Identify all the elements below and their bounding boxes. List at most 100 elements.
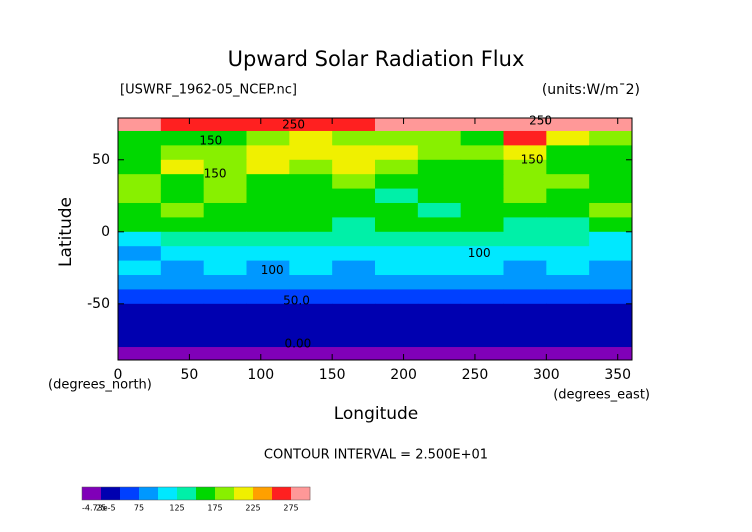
field-cell xyxy=(589,303,633,319)
field-cell xyxy=(546,275,590,290)
field-cell xyxy=(160,217,205,233)
field-cell xyxy=(332,202,376,218)
field-cell xyxy=(289,159,333,175)
field-cell xyxy=(246,275,290,290)
field-cell xyxy=(375,260,419,276)
field-cell xyxy=(503,332,547,348)
field-cell xyxy=(417,145,462,161)
field-cell xyxy=(460,332,504,348)
field-cell xyxy=(332,145,376,161)
field-cell xyxy=(460,246,504,262)
field-cell xyxy=(460,318,504,334)
field-cell xyxy=(246,174,290,190)
field-cell xyxy=(546,188,590,204)
field-cell xyxy=(203,246,247,262)
field-cell xyxy=(375,145,419,161)
field-cell xyxy=(203,260,247,276)
colorbar-swatch xyxy=(158,487,178,500)
field-cell xyxy=(503,202,547,218)
field-cell xyxy=(332,303,376,319)
field-cell xyxy=(417,246,462,262)
field-cell xyxy=(417,130,462,146)
field-cell xyxy=(246,188,290,204)
field-cell xyxy=(118,174,162,190)
field-cell xyxy=(246,130,290,146)
field-cell xyxy=(503,289,547,305)
field-cell xyxy=(246,217,290,233)
field-cell xyxy=(332,118,376,132)
field-cell xyxy=(203,118,247,132)
field-cell xyxy=(332,347,376,361)
field-cell xyxy=(289,145,333,161)
field-cell xyxy=(589,347,633,361)
field-cell xyxy=(503,303,547,319)
field-cell xyxy=(246,118,290,132)
field-cell xyxy=(332,188,376,204)
field-cell xyxy=(546,202,590,218)
field-cell xyxy=(160,118,205,132)
field-cell xyxy=(332,318,376,334)
field-cell xyxy=(289,130,333,146)
field-cell xyxy=(203,202,247,218)
field-cell xyxy=(417,303,462,319)
field-cell xyxy=(289,174,333,190)
x-unit-label: (degrees_east) xyxy=(553,388,650,403)
field-cell xyxy=(546,318,590,334)
x-tick-label: 200 xyxy=(390,367,417,383)
field-cell xyxy=(203,347,247,361)
field-cell xyxy=(503,318,547,334)
field-cell xyxy=(246,260,290,276)
field-cell xyxy=(546,246,590,262)
field-cell xyxy=(160,303,205,319)
field-cell xyxy=(417,347,462,361)
field-cell xyxy=(332,332,376,348)
field-cell xyxy=(160,145,205,161)
field-cell xyxy=(289,246,333,262)
field-cell xyxy=(460,275,504,290)
field-cell xyxy=(118,217,162,233)
field-cell xyxy=(118,347,162,361)
field-cell xyxy=(246,202,290,218)
field-cell xyxy=(289,318,333,334)
field-cell xyxy=(589,318,633,334)
field-cell xyxy=(546,231,590,247)
x-axis-label: Longitude xyxy=(334,404,419,424)
field-cell xyxy=(503,130,547,146)
field-cell xyxy=(375,332,419,348)
field-cell xyxy=(118,118,162,132)
field-cell xyxy=(503,275,547,290)
field-cell xyxy=(375,202,419,218)
colorbar-swatch xyxy=(196,487,216,500)
colorbar-label: 225 xyxy=(245,504,260,513)
chart-title: Upward Solar Radiation Flux xyxy=(228,47,525,71)
field-cell xyxy=(417,260,462,276)
field-cell xyxy=(160,130,205,146)
field-cell xyxy=(118,275,162,290)
colorbar-swatch xyxy=(82,487,102,500)
colorbar-swatch xyxy=(234,487,254,500)
field-cell xyxy=(160,159,205,175)
contour-label: 0.00 xyxy=(285,337,312,351)
field-cell xyxy=(246,347,290,361)
field-cell xyxy=(589,118,633,132)
field-cell xyxy=(417,188,462,204)
field-cell xyxy=(160,260,205,276)
field-cell xyxy=(375,188,419,204)
field-cell xyxy=(332,174,376,190)
contour-label: 250 xyxy=(282,118,305,132)
field-cell xyxy=(203,159,247,175)
field-cell xyxy=(546,347,590,361)
field-cell xyxy=(160,347,205,361)
field-cell xyxy=(375,217,419,233)
field-cell xyxy=(332,231,376,247)
field-cell xyxy=(118,260,162,276)
field-cell xyxy=(546,118,590,132)
field-cell xyxy=(332,246,376,262)
contour-label: 50.0 xyxy=(283,293,310,307)
field-cell xyxy=(589,260,633,276)
contour-label: 150 xyxy=(204,167,227,181)
field-cell xyxy=(118,332,162,348)
field-cell xyxy=(375,289,419,305)
field-cell xyxy=(289,275,333,290)
